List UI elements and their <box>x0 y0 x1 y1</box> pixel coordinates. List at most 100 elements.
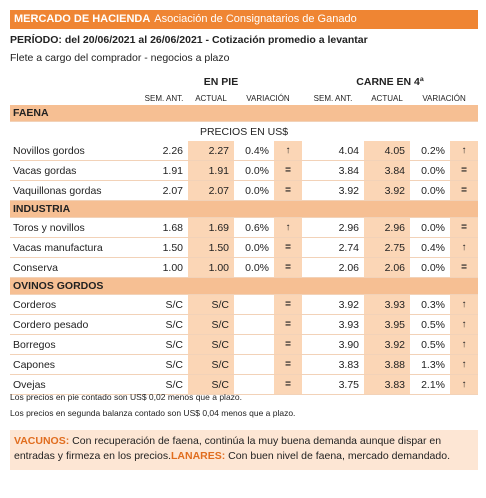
cell: 2.96 <box>302 217 364 238</box>
row-label: Conserva <box>10 257 140 278</box>
cell: 3.75 <box>302 374 364 395</box>
cell: ↑ <box>274 217 302 238</box>
cell: = <box>450 180 479 201</box>
cell: 3.93 <box>302 314 364 335</box>
cell <box>234 334 274 355</box>
cell: = <box>450 257 479 278</box>
cell: S/C <box>188 314 234 335</box>
table-row: Vacas gordas 1.91 1.91 0.0% = 3.84 3.84 0.0% = <box>10 160 479 181</box>
column-label: SEM. ANT. <box>144 93 184 103</box>
section-header: FAENA <box>10 105 479 122</box>
cell: 2.07 <box>140 180 188 201</box>
cell: 1.68 <box>140 217 188 238</box>
summary-text: Con buen nivel de faena, mercado demanda… <box>228 450 450 462</box>
cell: 2.26 <box>140 141 188 161</box>
cell: ↑ <box>450 294 479 315</box>
cell: S/C <box>188 334 234 355</box>
title: MERCADO DE HACIENDA <box>14 13 151 25</box>
cell: 3.92 <box>302 180 364 201</box>
cell: 1.91 <box>140 160 188 181</box>
row-label: Novillos gordos <box>10 141 140 161</box>
table-row: Ovejas S/C S/C = 3.75 3.83 2.1% ↑ <box>10 374 479 395</box>
row-label: Toros y novillos <box>10 217 140 238</box>
cell: = <box>274 354 302 375</box>
cell: = <box>450 160 479 181</box>
price-table: EN PIE CARNE EN 4ª SEM. ANT. ACTUAL VARIACIÓ… <box>10 72 479 395</box>
cell: ↑ <box>450 334 479 355</box>
cell: = <box>274 237 302 258</box>
cell: 2.75 <box>364 237 410 258</box>
column-label: VARIACIÓN <box>422 93 466 103</box>
cell: S/C <box>140 314 188 335</box>
cell: 2.06 <box>302 257 364 278</box>
cell: S/C <box>140 374 188 395</box>
column-label: SEM. ANT. <box>313 93 353 103</box>
table-row: Novillos gordos 2.26 2.27 0.4% ↑ 4.04 4.05 0.2%… <box>10 141 479 161</box>
cell: 1.3% <box>410 354 450 375</box>
cell: = <box>274 160 302 181</box>
column-label: ACTUAL <box>371 93 403 103</box>
cell: 1.69 <box>188 217 234 238</box>
cell: 3.93 <box>364 294 410 315</box>
cell: 3.88 <box>364 354 410 375</box>
section-header: OVINOS GORDOS <box>10 277 479 295</box>
note: Flete a cargo del comprador - negocios a… <box>10 52 230 64</box>
cell: 3.84 <box>364 160 410 181</box>
subtitle: Asociación de Consignatarios de Ganado <box>154 13 357 25</box>
cell: ↑ <box>450 354 479 375</box>
cell: ↑ <box>450 237 479 258</box>
section-name: INDUSTRIA <box>10 200 479 218</box>
cell: S/C <box>140 354 188 375</box>
cell: 0.0% <box>410 160 450 181</box>
header: MERCADO DE HACIENDA Asociación de Consign… <box>10 10 478 29</box>
column-label: ACTUAL <box>195 93 227 103</box>
section-header: INDUSTRIA <box>10 200 479 218</box>
cell: = <box>274 294 302 315</box>
table-row: Borregos S/C S/C = 3.90 3.92 0.5% ↑ <box>10 334 479 355</box>
cell: 0.0% <box>234 237 274 258</box>
cell: 1.50 <box>188 237 234 258</box>
row-label: Corderos <box>10 294 140 315</box>
cell: 2.27 <box>188 141 234 161</box>
cell: S/C <box>140 334 188 355</box>
cell: 1.50 <box>140 237 188 258</box>
summary: VACUNOS: Con recuperación de faena, cont… <box>10 430 478 470</box>
cell <box>234 354 274 375</box>
table-row: Cordero pesado S/C S/C = 3.93 3.95 0.5% ↑ <box>10 314 479 335</box>
cell: S/C <box>188 294 234 315</box>
cell <box>234 294 274 315</box>
cell: = <box>274 334 302 355</box>
cell: 1.00 <box>188 257 234 278</box>
cell: 3.84 <box>302 160 364 181</box>
cell: 2.96 <box>364 217 410 238</box>
row-label: Vacas manufactura <box>10 237 140 258</box>
cell: 0.3% <box>410 294 450 315</box>
cell: 3.92 <box>364 334 410 355</box>
cell: 0.6% <box>234 217 274 238</box>
cell: 1.91 <box>188 160 234 181</box>
cell: ↑ <box>450 141 479 161</box>
row-label: Cordero pesado <box>10 314 140 335</box>
column-label: VARIACIÓN <box>246 93 290 103</box>
cell: 0.0% <box>410 217 450 238</box>
cell: S/C <box>140 294 188 315</box>
cell: S/C <box>188 374 234 395</box>
cell: 0.0% <box>234 257 274 278</box>
cell: 0.5% <box>410 334 450 355</box>
column-header: SEM. ANT. ACTUAL VARIACIÓN SEM. ANT. ACTUAL V… <box>10 91 478 105</box>
currency: PRECIOS EN US$ <box>199 125 289 138</box>
cell: 3.92 <box>364 180 410 201</box>
cell <box>10 91 140 105</box>
cell: 1.00 <box>140 257 188 278</box>
table-row: Conserva 1.00 1.00 0.0% = 2.06 2.06 0.0% = <box>10 257 479 278</box>
cell: 0.0% <box>234 160 274 181</box>
cell: 3.83 <box>302 354 364 375</box>
cell: = <box>274 314 302 335</box>
cell: 3.92 <box>302 294 364 315</box>
group-header: EN PIE CARNE EN 4ª <box>10 72 478 91</box>
cell: 0.0% <box>234 180 274 201</box>
cell: 3.95 <box>364 314 410 335</box>
row-label: Vaquillonas gordas <box>10 180 140 201</box>
summary-label: VACUNOS: <box>14 435 70 447</box>
